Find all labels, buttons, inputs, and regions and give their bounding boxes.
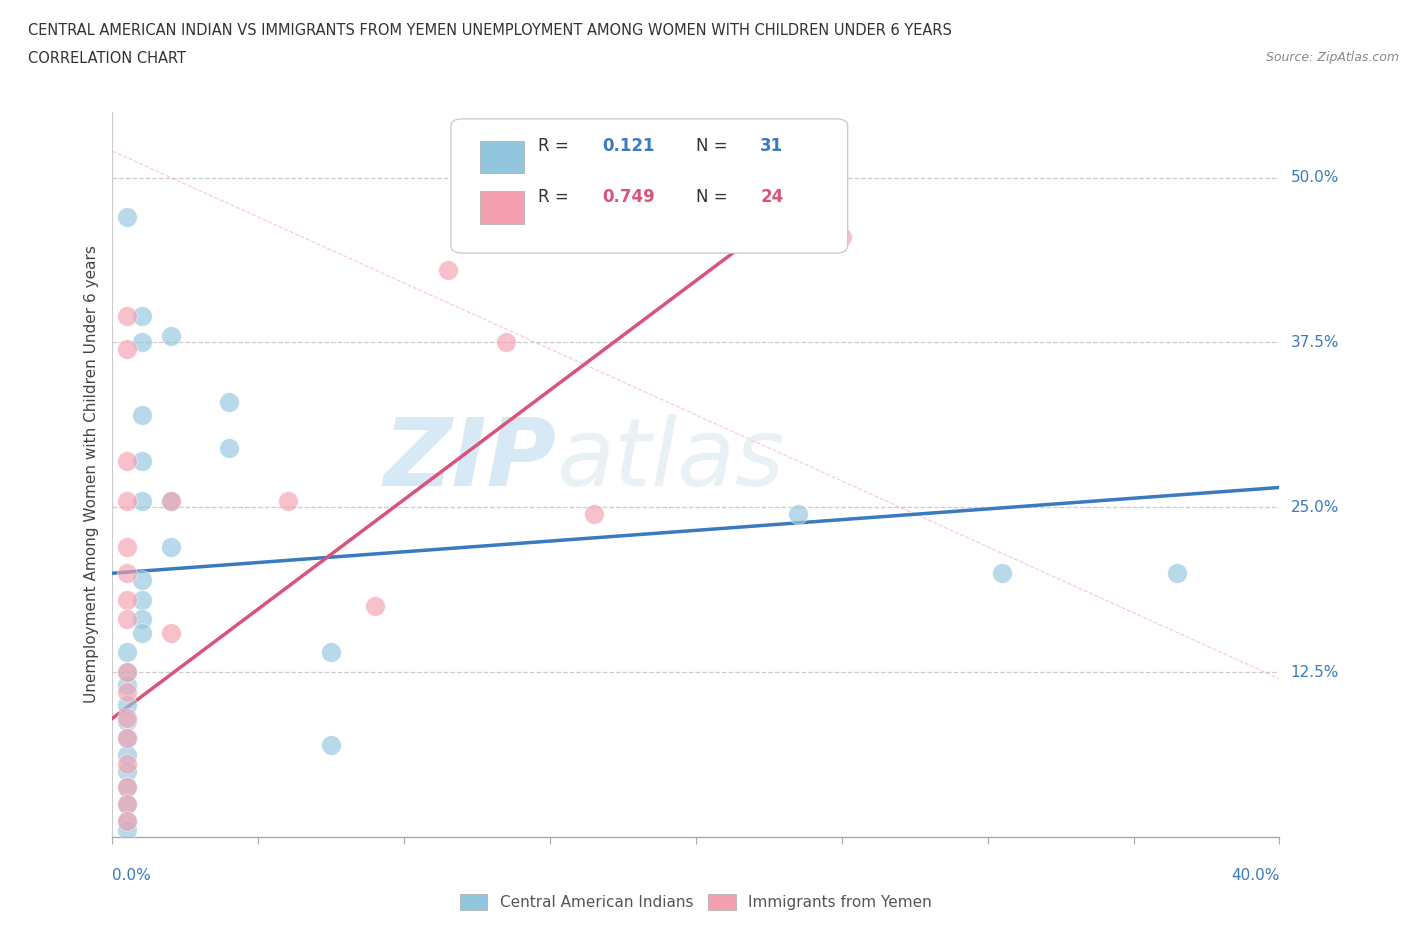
Point <box>115 823 138 838</box>
FancyBboxPatch shape <box>479 140 524 173</box>
Point <box>131 309 153 324</box>
Text: 0.121: 0.121 <box>603 138 655 155</box>
Point <box>115 309 138 324</box>
FancyBboxPatch shape <box>451 119 848 253</box>
Point <box>160 493 183 508</box>
Point <box>115 454 138 469</box>
Text: 31: 31 <box>761 138 783 155</box>
Point <box>131 592 153 607</box>
Text: R =: R = <box>538 138 575 155</box>
Text: 37.5%: 37.5% <box>1291 335 1339 350</box>
Text: 24: 24 <box>761 188 783 206</box>
Point <box>115 684 138 699</box>
Point <box>115 711 138 725</box>
Text: R =: R = <box>538 188 575 206</box>
Point <box>115 779 138 794</box>
Point <box>582 507 605 522</box>
Point <box>115 592 138 607</box>
Point <box>115 731 138 746</box>
Point <box>115 779 138 794</box>
Legend: Central American Indians, Immigrants from Yemen: Central American Indians, Immigrants fro… <box>454 888 938 916</box>
Point <box>218 441 240 456</box>
Text: ZIP: ZIP <box>382 414 555 506</box>
Point <box>160 539 183 554</box>
Point <box>787 507 810 522</box>
Point <box>115 797 138 812</box>
Point <box>131 572 153 587</box>
Point <box>115 698 138 712</box>
Point <box>131 612 153 627</box>
Point <box>131 335 153 350</box>
Point <box>160 328 183 343</box>
Point <box>115 678 138 693</box>
Point <box>115 565 138 580</box>
Text: atlas: atlas <box>555 414 785 505</box>
Point <box>115 612 138 627</box>
Point <box>131 407 153 422</box>
Y-axis label: Unemployment Among Women with Children Under 6 years: Unemployment Among Women with Children U… <box>84 246 100 703</box>
Point <box>115 209 138 224</box>
Point <box>115 748 138 763</box>
Point <box>115 814 138 829</box>
Text: CORRELATION CHART: CORRELATION CHART <box>28 51 186 66</box>
Point <box>321 644 343 659</box>
Point <box>115 757 138 772</box>
Point <box>364 599 387 614</box>
Text: 0.0%: 0.0% <box>112 868 152 883</box>
Point <box>115 665 138 680</box>
Text: N =: N = <box>696 188 733 206</box>
Text: 12.5%: 12.5% <box>1291 665 1339 680</box>
Point <box>131 493 153 508</box>
Point <box>1166 565 1188 580</box>
Point <box>160 493 183 508</box>
Point <box>115 731 138 746</box>
Text: 0.749: 0.749 <box>603 188 655 206</box>
Text: 50.0%: 50.0% <box>1291 170 1339 185</box>
Text: N =: N = <box>696 138 733 155</box>
Point <box>437 262 460 277</box>
Point <box>831 230 853 245</box>
Point <box>115 644 138 659</box>
Point <box>160 625 183 640</box>
Text: 40.0%: 40.0% <box>1232 868 1279 883</box>
Point <box>115 713 138 728</box>
Point <box>115 493 138 508</box>
FancyBboxPatch shape <box>479 192 524 224</box>
Point <box>115 539 138 554</box>
Text: 25.0%: 25.0% <box>1291 499 1339 515</box>
Point <box>321 737 343 752</box>
Point <box>495 335 517 350</box>
Point <box>115 665 138 680</box>
Point <box>276 493 298 508</box>
Text: Source: ZipAtlas.com: Source: ZipAtlas.com <box>1265 51 1399 64</box>
Point <box>115 797 138 812</box>
Point <box>131 454 153 469</box>
Point <box>115 341 138 356</box>
Text: CENTRAL AMERICAN INDIAN VS IMMIGRANTS FROM YEMEN UNEMPLOYMENT AMONG WOMEN WITH C: CENTRAL AMERICAN INDIAN VS IMMIGRANTS FR… <box>28 23 952 38</box>
Point <box>991 565 1014 580</box>
Point <box>115 814 138 829</box>
Point <box>131 625 153 640</box>
Point <box>115 764 138 778</box>
Point <box>218 394 240 409</box>
